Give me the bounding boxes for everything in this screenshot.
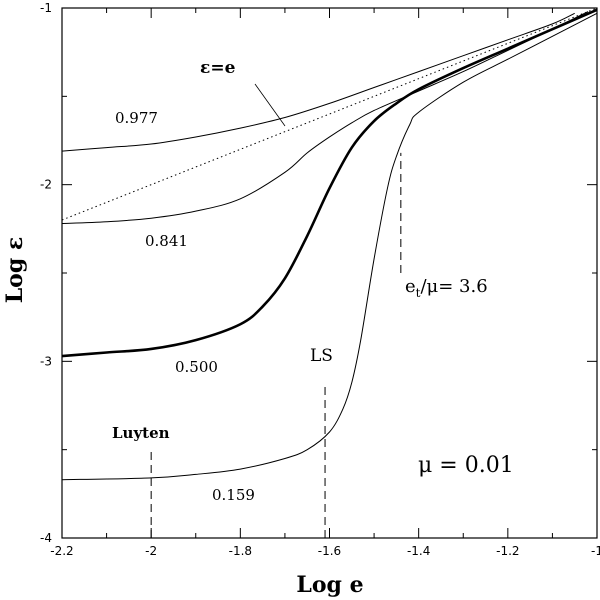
curve-0159 bbox=[61, 12, 598, 481]
x-tick-label: -2.2 bbox=[50, 544, 73, 558]
x-ticks: -2.2 -2 -1.8 -1.6 -1.4 -1.2 -1 bbox=[50, 8, 600, 558]
x-tick-label: -1.2 bbox=[496, 544, 519, 558]
x-tick-label: -1.8 bbox=[229, 544, 252, 558]
curve-label-0500: 0.500 bbox=[175, 358, 218, 376]
curve-label-0159: 0.159 bbox=[212, 486, 255, 504]
x-tick-label: -1 bbox=[591, 544, 600, 558]
ls-label: LS bbox=[310, 346, 333, 366]
y-tick-label: -2 bbox=[40, 178, 52, 192]
y-axis-label: Log ε bbox=[2, 237, 28, 304]
curves bbox=[61, 7, 598, 481]
curve-0500 bbox=[61, 8, 598, 358]
x-tick-label: -1.6 bbox=[318, 544, 341, 558]
curve-0977 bbox=[61, 12, 575, 152]
equality-label: ε=e bbox=[200, 58, 236, 78]
x-tick-label: -1.4 bbox=[407, 544, 430, 558]
luyten-label: Luyten bbox=[112, 424, 170, 442]
y-ticks: -4 -3 -2 -1 bbox=[40, 1, 597, 545]
mu-label: μ = 0.01 bbox=[418, 453, 514, 478]
x-axis-label: Log e bbox=[296, 572, 363, 598]
plot-frame bbox=[61, 7, 598, 539]
equality-line bbox=[61, 7, 598, 221]
y-tick-label: -4 bbox=[40, 531, 52, 545]
threshold-label: et/μ= 3.6 bbox=[405, 276, 488, 300]
markers bbox=[150, 152, 402, 538]
curve-label-0841: 0.841 bbox=[145, 232, 188, 250]
y-tick-label: -1 bbox=[40, 1, 52, 15]
equality-pointer bbox=[254, 83, 286, 127]
curve-label-0977: 0.977 bbox=[115, 109, 158, 127]
y-tick-label: -3 bbox=[40, 354, 52, 368]
x-tick-label: -2 bbox=[145, 544, 157, 558]
curve-0841 bbox=[61, 11, 589, 225]
